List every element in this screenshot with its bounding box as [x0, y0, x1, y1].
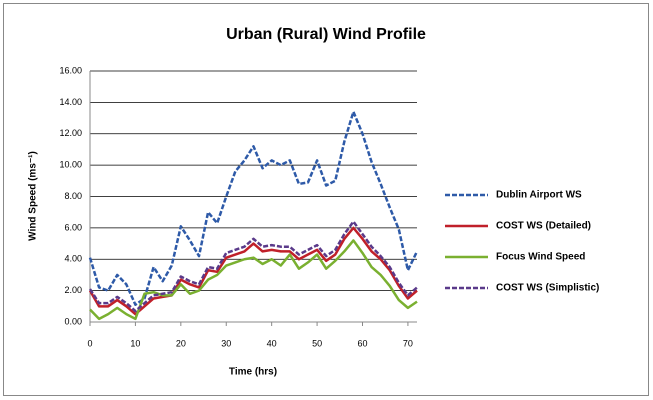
x-axis-label: Time (hrs) [229, 367, 277, 378]
y-tick-label: 16.00 [59, 65, 82, 75]
y-tick-label: 4.00 [64, 254, 82, 264]
x-tick-label: 20 [176, 338, 186, 348]
legend-label: COST WS (Detailed) [496, 221, 591, 232]
x-tick-label: 40 [267, 338, 277, 348]
y-tick-label: 6.00 [64, 222, 82, 232]
x-tick-label: 70 [403, 338, 413, 348]
chart-title: Urban (Rural) Wind Profile [226, 26, 426, 43]
legend-label: COST WS (Simplistic) [496, 283, 599, 294]
x-tick-label: 50 [312, 338, 322, 348]
series-line [89, 239, 418, 321]
x-tick-label: 60 [357, 338, 367, 348]
x-tick-label: 10 [130, 338, 140, 348]
legend-label: Dublin Airport WS [496, 190, 582, 201]
y-tick-label: 10.00 [59, 160, 82, 170]
y-tick-label: 2.00 [64, 285, 82, 295]
y-tick-label: 8.00 [64, 191, 82, 201]
series-line [88, 110, 419, 306]
x-tick-label: 30 [221, 338, 231, 348]
y-tick-label: 12.00 [59, 128, 82, 138]
x-tick-label: 0 [87, 338, 92, 348]
chart-border [3, 3, 649, 396]
y-tick-label: 0.00 [64, 316, 82, 326]
legend-label: Focus Wind Speed [496, 252, 585, 263]
y-tick-label: 14.00 [59, 97, 82, 107]
series-line [88, 220, 418, 313]
series-line [88, 226, 418, 316]
y-axis-label: Wind Speed (ms⁻¹) [28, 151, 39, 241]
